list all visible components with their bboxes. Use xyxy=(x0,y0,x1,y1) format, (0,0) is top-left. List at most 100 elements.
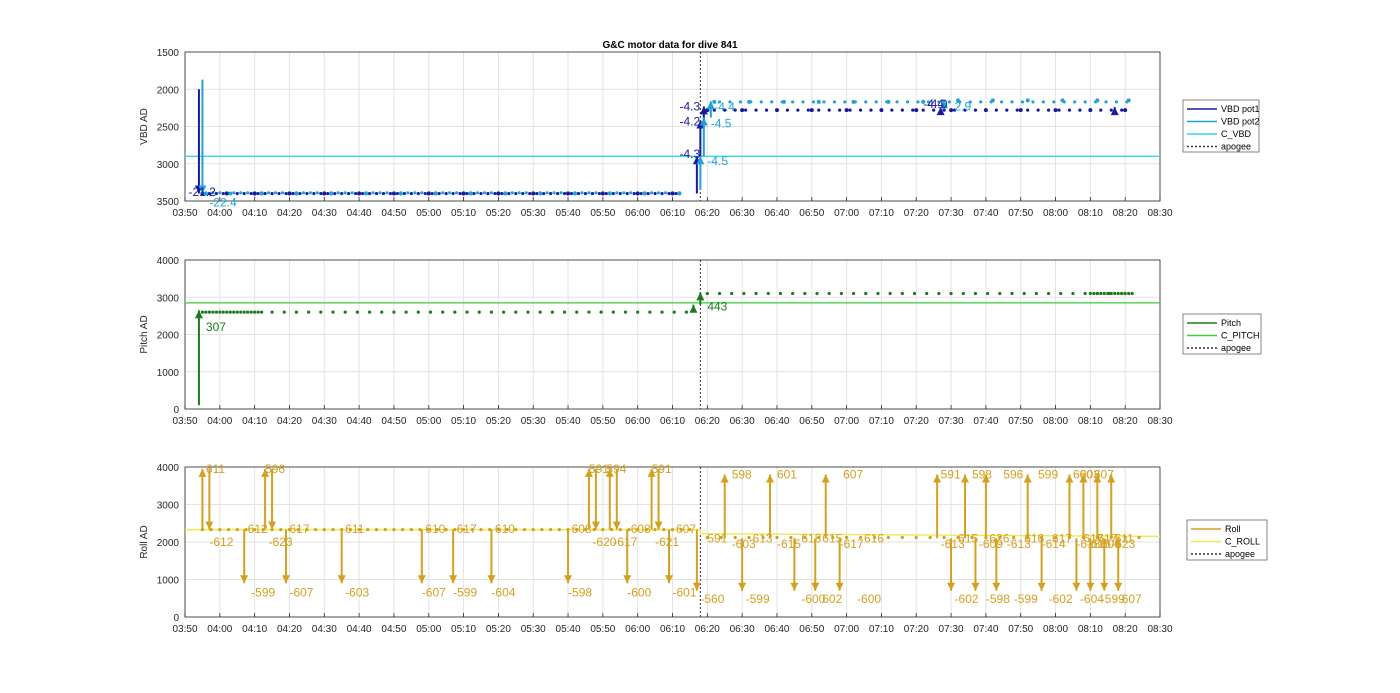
vbd-pot1-point xyxy=(270,191,274,196)
data-label: -4.2 xyxy=(679,114,700,128)
x-tick-label: 06:10 xyxy=(660,624,685,635)
vbd-pot1-point xyxy=(914,108,919,113)
vbd-pot1-point xyxy=(242,191,246,196)
roll-move-head xyxy=(738,582,747,591)
vbd-pot2-point xyxy=(315,191,319,195)
y-tick-label: 2000 xyxy=(157,85,180,96)
vbd-pot1-point xyxy=(256,191,260,196)
y-tick-label: 3000 xyxy=(157,293,180,304)
vbd-pot2-point xyxy=(475,191,480,195)
pitch-point xyxy=(221,310,225,314)
roll-point xyxy=(670,528,675,532)
pitch-point xyxy=(648,310,652,314)
data-label: -600 xyxy=(801,592,825,606)
x-tick-label: 07:30 xyxy=(939,624,964,635)
vbd-pot1-point xyxy=(796,108,800,112)
data-label: -620 xyxy=(592,535,616,549)
vbd-pot2-point xyxy=(905,100,910,104)
roll-point xyxy=(942,535,946,540)
pitch-point xyxy=(1120,291,1124,296)
x-tick-label: 06:00 xyxy=(625,208,650,219)
data-label: 594 xyxy=(606,462,626,476)
vbd-pot1-point xyxy=(890,108,894,112)
data-label: 617 xyxy=(289,522,309,536)
x-tick-label: 04:10 xyxy=(242,208,267,219)
roll-move-head xyxy=(766,474,774,483)
vbd-pot1-point xyxy=(322,191,327,196)
vbd-pot1-point xyxy=(214,191,218,196)
pitch-point xyxy=(684,310,689,314)
x-tick-label: 04:20 xyxy=(277,416,302,427)
data-label: -602 xyxy=(1049,592,1073,606)
vbd-pot1-point xyxy=(844,108,849,113)
vbd-pot2-point xyxy=(385,191,389,195)
roll-move-head xyxy=(933,474,942,483)
pitch-point xyxy=(1113,291,1117,296)
pitch-point xyxy=(441,310,445,314)
pitch-point xyxy=(428,310,433,314)
pitch-point xyxy=(343,310,347,314)
vbd-pot1-point xyxy=(235,191,239,196)
roll-point xyxy=(435,528,440,532)
roll-point xyxy=(653,528,657,532)
vbd-pot1-point xyxy=(618,191,622,196)
roll-point xyxy=(383,528,387,532)
vbd-pot2-point xyxy=(1025,98,1030,103)
legend-entry: Pitch xyxy=(1221,318,1241,328)
pitch-point xyxy=(575,310,579,314)
roll-point xyxy=(357,528,361,532)
vbd-pot2-point xyxy=(538,191,543,196)
data-label: -604 xyxy=(491,586,515,600)
vbd-pot1-point xyxy=(402,191,406,196)
data-label: -599 xyxy=(251,586,275,600)
vbd-pot2-point xyxy=(926,100,931,104)
pitch-point xyxy=(242,310,246,314)
roll-move-head xyxy=(612,521,621,530)
vbd-pot1-point xyxy=(635,191,640,196)
vbd-pot2-point xyxy=(468,191,473,196)
vbd-pot1-point xyxy=(670,191,675,196)
pitch-point xyxy=(1109,291,1113,296)
vbd-pot2-point xyxy=(524,191,528,195)
x-tick-label: 03:50 xyxy=(172,416,197,427)
data-label: 599 xyxy=(1038,468,1058,482)
vbd-pot1-move-head xyxy=(936,107,945,116)
roll-point xyxy=(970,535,974,540)
pitch-point xyxy=(1092,291,1096,296)
pitch-point xyxy=(925,291,929,296)
x-tick-label: 04:20 xyxy=(277,208,302,219)
x-tick-label: 04:30 xyxy=(312,208,337,219)
pitch-point xyxy=(207,310,211,314)
x-tick-label: 04:10 xyxy=(242,416,267,427)
pitch-point xyxy=(730,291,734,296)
vbd-pot1-point xyxy=(1046,108,1051,112)
vbd-pot1-point xyxy=(252,191,257,196)
vbd-pot1-point xyxy=(1015,108,1019,112)
x-tick-label: 06:40 xyxy=(764,208,789,219)
x-tick-label: 05:40 xyxy=(556,624,581,635)
pitch-point xyxy=(228,310,232,314)
vbd-pot2-point xyxy=(1083,100,1087,104)
y-tick-label: 3500 xyxy=(157,197,180,208)
roll-move-head xyxy=(947,582,956,591)
data-label: -21.2 xyxy=(188,185,216,199)
x-tick-label: 06:50 xyxy=(799,416,824,427)
data-label: -560 xyxy=(700,592,724,606)
vbd-pot2-point xyxy=(406,191,410,195)
vbd-pot1-point xyxy=(1005,108,1009,112)
vbd-pot1-point xyxy=(566,191,571,196)
y-tick-label: 2500 xyxy=(157,123,180,134)
x-tick-label: 05:30 xyxy=(521,624,546,635)
data-label: 613 xyxy=(753,531,773,545)
vbd-pot1-point xyxy=(576,191,581,196)
data-label: -599 xyxy=(1101,592,1125,606)
x-tick-label: 06:40 xyxy=(764,624,789,635)
roll-point xyxy=(348,528,353,532)
vbd-pot2-point xyxy=(979,100,983,104)
roll-point xyxy=(409,528,413,532)
data-label: 612 xyxy=(248,522,268,536)
x-tick-label: 08:20 xyxy=(1113,416,1138,427)
pitch-point xyxy=(502,310,506,314)
vbd-pot1-point xyxy=(949,108,954,113)
data-label: 608 xyxy=(572,522,592,536)
